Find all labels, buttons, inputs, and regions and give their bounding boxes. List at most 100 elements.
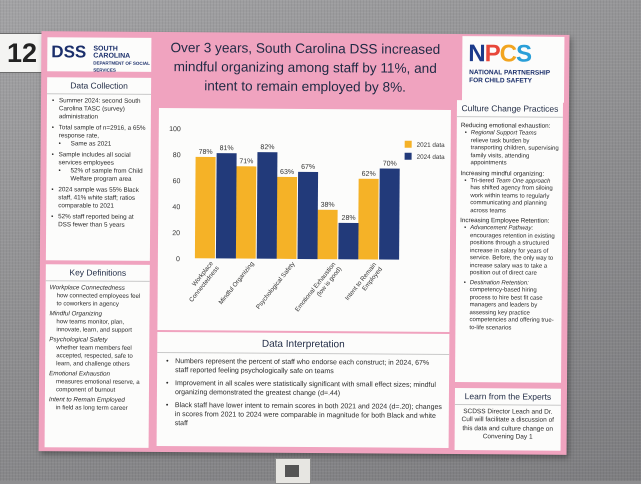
data-collection-item-text: 52% staff reported being at DSS fewer th… <box>58 213 134 229</box>
bar-2021 <box>358 178 379 260</box>
bar-data-label: 78% <box>199 149 213 156</box>
culture-change-item: Destination Retention:competency-based h… <box>469 280 558 333</box>
culture-change-box: Culture Change Practices Reducing emotio… <box>455 100 563 383</box>
bar-2024 <box>297 171 319 260</box>
legend-swatch <box>404 152 412 160</box>
legend-label: 2024 data <box>417 154 446 161</box>
bar-data-label: 62% <box>362 171 376 178</box>
wall-outlet-slot <box>285 465 299 477</box>
bar-data-label: 71% <box>239 158 253 165</box>
data-collection-heading: Data Collection <box>47 77 152 95</box>
data-collection-item: Total sample of n=2916, a 65% response r… <box>59 124 149 149</box>
data-collection-item-text: Summer 2024: second South Carolina TASC … <box>58 97 141 121</box>
bar-data-label: 63% <box>280 169 294 176</box>
culture-change-item-prefix: Tri-tiered <box>470 177 496 184</box>
legend-swatch <box>404 140 412 148</box>
data-collection-item: Summer 2024: second South Carolina TASC … <box>59 97 149 122</box>
data-collection-item-text: Sample includes all social services empl… <box>58 151 131 167</box>
data-collection-item: Sample includes all social services empl… <box>58 151 148 184</box>
y-tick-label: 80 <box>173 152 181 159</box>
wall-outlet <box>275 458 311 484</box>
x-tick-label: WorkplaceConnectedness <box>182 260 221 304</box>
dss-logo: DSS SOUTH CAROLINA DEPARTMENT OF SOCIAL … <box>47 37 152 74</box>
data-collection-list: Summer 2024: second South Carolina TASC … <box>46 97 151 230</box>
dss-logo-abbr: DSS <box>51 42 87 62</box>
culture-change-item-term: Destination Retention: <box>469 279 529 287</box>
key-definition-text: measures emotional reserve, a component … <box>55 378 140 394</box>
npcs-logo-subtitle: NATIONAL PARTNERSHIP FOR CHILD SAFETY <box>469 69 550 85</box>
learn-from-experts-heading: Learn from the Experts <box>454 388 561 406</box>
data-collection-item-text: Total sample of n=2916, a 65% response r… <box>58 124 146 140</box>
x-tick-label-line: Emotional Exhaustion <box>294 261 338 313</box>
dss-logo-name-line2: DEPARTMENT OF SOCIAL SERVICES <box>93 60 150 73</box>
culture-change-group-list: Advancement Pathway:encourages retention… <box>459 225 559 333</box>
learn-from-experts-box: Learn from the Experts SCDSS Director Le… <box>454 388 561 451</box>
npcs-logo: NPCS NATIONAL PARTNERSHIP FOR CHILD SAFE… <box>461 36 565 103</box>
npcs-logo-text: NPCS <box>468 40 532 68</box>
culture-change-list: Reducing emotional exhaustion:Regional S… <box>455 117 562 333</box>
dss-logo-name-line1: SOUTH CAROLINA <box>93 45 131 60</box>
x-tick-label: Mindful Organizing <box>218 260 256 306</box>
board-number-tag: 12 <box>0 33 44 73</box>
key-definitions-heading: Key Definitions <box>45 264 150 282</box>
bar-data-label: 70% <box>383 161 397 168</box>
poster-title: Over 3 years, South Carolina DSS increas… <box>170 40 441 95</box>
y-tick-label: 100 <box>169 126 181 133</box>
data-collection-item-text: 2024 sample was 55% Black staff, 41% whi… <box>58 186 139 210</box>
data-interpretation-box: Data Interpretation Numbers represent th… <box>156 331 450 449</box>
bar-data-label: 28% <box>342 215 356 222</box>
key-definition-text: how teams monitor, plan, innovate, learn… <box>56 318 132 334</box>
data-interpretation-heading: Data Interpretation <box>157 331 450 356</box>
x-tick-label: Psychological Safety <box>255 260 297 311</box>
x-tick-label-line: Psychological Safety <box>255 260 297 311</box>
key-definition-text: in field as long term career <box>55 404 128 413</box>
culture-change-item-text: relieve task burden by transporting chil… <box>470 137 559 167</box>
y-tick-label: 0 <box>176 256 180 263</box>
y-tick-label: 20 <box>172 230 180 237</box>
key-definition-text: whether team members feel accepted, resp… <box>56 344 133 368</box>
bar-2021 <box>235 166 257 259</box>
culture-change-item-term: Regional Support Teams <box>470 130 537 137</box>
culture-change-item-text: encourages retention in existing positio… <box>469 232 555 277</box>
culture-change-heading: Culture Change Practices <box>456 100 563 118</box>
data-collection-subitem: 52% of sample from Child Welfare program… <box>58 167 148 184</box>
data-collection-subitem-text: 52% of sample from Child Welfare program… <box>70 167 143 183</box>
interpretation-item: Numbers represent the percent of staff w… <box>175 357 443 377</box>
x-tick-label: Emotional Exhaustion(low is good) <box>294 261 344 318</box>
data-interpretation-list: Numbers represent the percent of staff w… <box>157 357 449 430</box>
data-collection-box: Data Collection Summer 2024: second Sout… <box>45 77 152 261</box>
bar-2024 <box>379 168 400 260</box>
interpretation-item: Improvement in all scales were statistic… <box>175 379 443 399</box>
bar-data-label: 82% <box>260 144 274 151</box>
board-number: 12 <box>6 37 37 68</box>
data-collection-item: 52% staff reported being at DSS fewer th… <box>58 213 148 230</box>
interpretation-item: Black staff have lower intent to remain … <box>175 401 443 430</box>
key-definitions-box: Key Definitions Workplace Connectedness h… <box>44 264 150 448</box>
bar-2021 <box>276 176 298 259</box>
legend-label: 2021 data <box>417 142 446 149</box>
dss-logo-name: SOUTH CAROLINA DEPARTMENT OF SOCIAL SERV… <box>93 46 151 74</box>
culture-change-item-term: Team One approach <box>495 177 551 185</box>
poster: DSS SOUTH CAROLINA DEPARTMENT OF SOCIAL … <box>38 31 570 455</box>
bar-chart: 0 20 40 60 80 100 78% 71% 63% 38% 62% 81% 82% 67% 28% 7… <box>169 126 446 318</box>
bar-2024 <box>215 153 237 259</box>
bar-data-label: 38% <box>321 202 335 209</box>
chart-panel: 0 20 40 60 80 100 78% 71% 63% 38% 62% 81% 82% 67% 28% 7… <box>157 107 451 333</box>
data-collection-item: 2024 sample was 55% Black staff, 41% whi… <box>58 186 148 211</box>
culture-change-item: Advancement Pathway:encourages retention… <box>470 225 559 278</box>
data-collection-subitem-text: Same as 2021 <box>70 140 112 148</box>
culture-change-item-text: competency-based hiring process to hire … <box>469 287 554 331</box>
bar-2024 <box>256 152 278 259</box>
learn-from-experts-text: SCDSS Director Leach and Dr. Cull will f… <box>461 408 555 441</box>
bar-data-label: 67% <box>301 164 315 171</box>
culture-change-item-text: has shifted agency from siloing work wit… <box>470 185 553 214</box>
x-tick-label-line: Mindful Organizing <box>218 260 256 306</box>
bar-data-label: 81% <box>220 145 234 152</box>
x-tick-label: Intent to RemainEmployed <box>344 261 384 307</box>
y-tick-label: 40 <box>172 204 180 211</box>
y-tick-label: 60 <box>173 178 181 185</box>
